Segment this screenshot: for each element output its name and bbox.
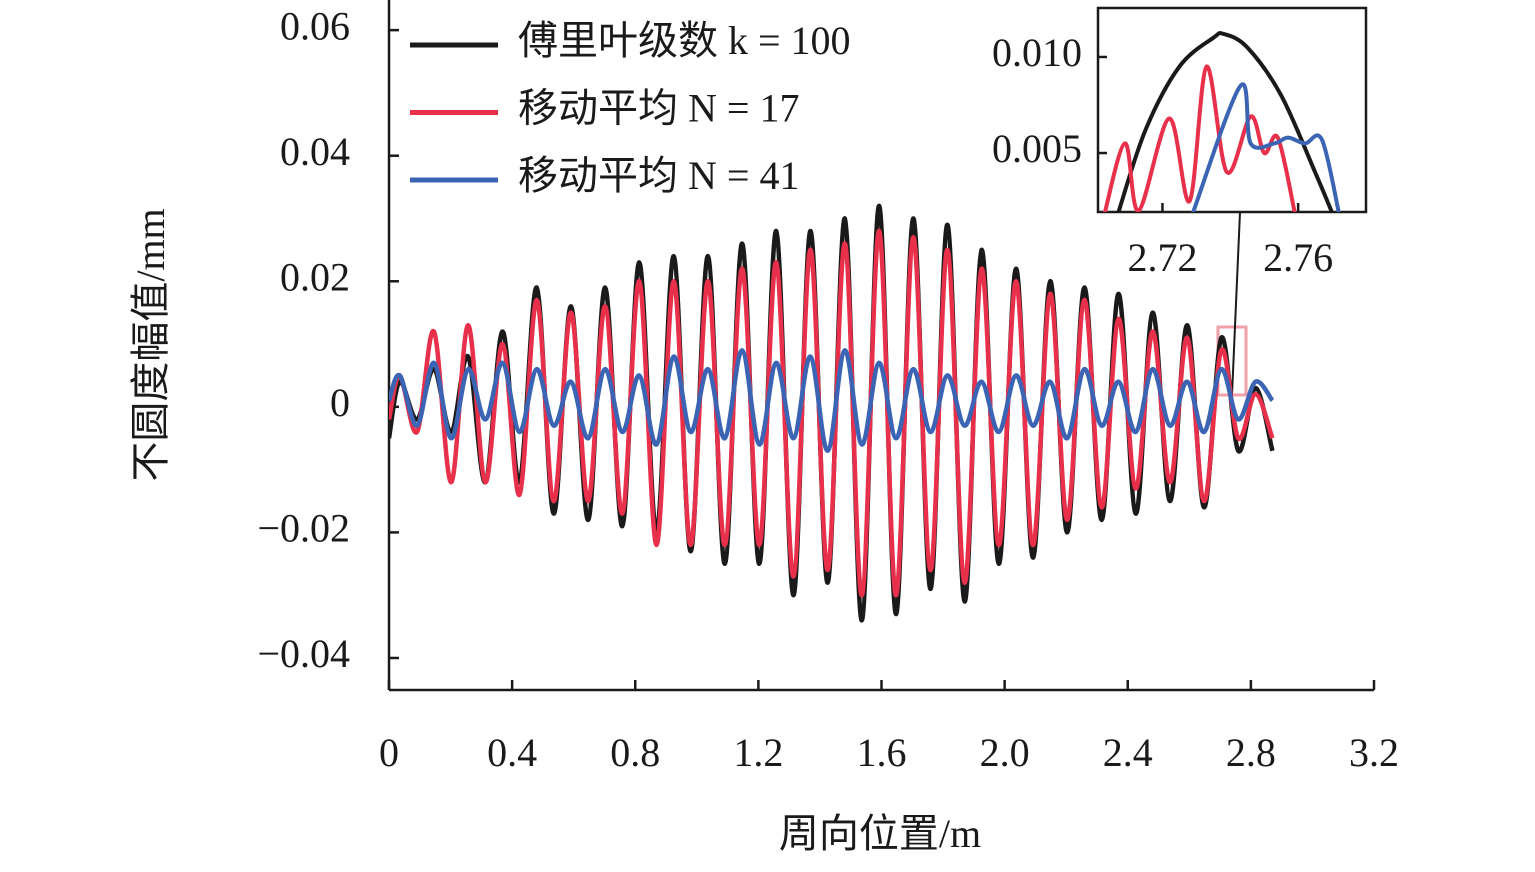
y-tick-label: −0.04 [257, 631, 350, 676]
x-tick-label: 2.4 [1103, 730, 1153, 775]
y-axis-label: 不圆度幅值/mm [128, 208, 173, 481]
legend-label: 移动平均 N = 41 [518, 153, 799, 198]
y-tick-label: 0.005 [992, 126, 1082, 171]
series-line [389, 348, 1275, 454]
x-tick-label: 1.6 [857, 730, 907, 775]
y-tick-label: 0.010 [992, 30, 1082, 75]
x-axis-label: 周向位置/m [779, 811, 981, 856]
series-line [1116, 31, 1334, 212]
series-line [1102, 64, 1297, 212]
y-tick-label: 0.04 [280, 129, 350, 174]
x-tick-label: 1.2 [733, 730, 783, 775]
legend-label: 傅里叶级数 k = 100 [518, 18, 851, 63]
y-tick-label: 0 [330, 380, 350, 425]
series-line [1191, 82, 1341, 212]
x-tick-label: 3.2 [1349, 730, 1399, 775]
x-tick-label: 2.8 [1226, 730, 1276, 775]
zoom-connector [1231, 211, 1241, 396]
x-tick-label: 0.4 [487, 730, 537, 775]
y-tick-label: 0.02 [280, 254, 350, 299]
x-tick-label: 0 [379, 730, 399, 775]
x-tick-label: 2.0 [980, 730, 1030, 775]
x-tick-label: 2.72 [1127, 235, 1197, 280]
legend-label: 移动平均 N = 17 [518, 86, 799, 131]
y-tick-label: −0.02 [257, 506, 350, 551]
y-tick-label: 0.06 [280, 3, 350, 48]
inset-frame [1096, 6, 1368, 214]
x-tick-label: 2.76 [1263, 235, 1333, 280]
x-tick-label: 0.8 [610, 730, 660, 775]
